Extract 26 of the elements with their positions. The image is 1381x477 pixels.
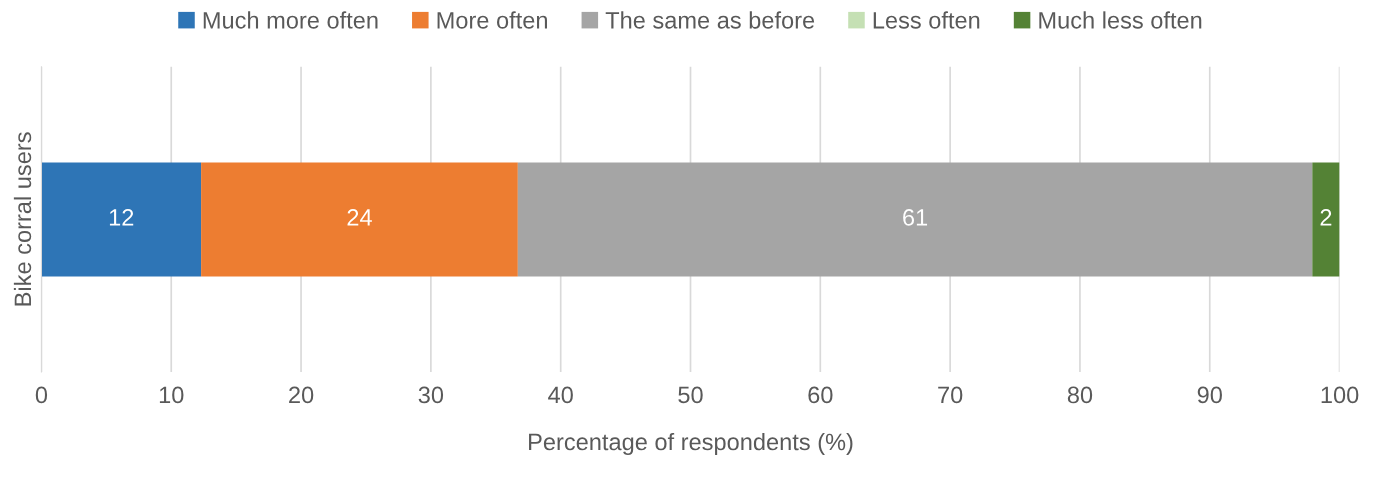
x-tick-label: 10 [159, 386, 184, 404]
x-tick-label: 0 [35, 386, 48, 404]
data-label: 12 [109, 209, 134, 226]
data-label: 2 [1320, 209, 1332, 226]
x-tick-label: 50 [678, 386, 703, 404]
legend-label: Less often [873, 11, 980, 29]
x-tick-label: 60 [808, 386, 833, 404]
x-tick-label: 80 [1067, 386, 1093, 404]
legend-label: Much less often [1039, 11, 1202, 29]
legend-label: More often [437, 11, 547, 29]
bar [201, 162, 518, 277]
x-tick-label: 70 [938, 386, 963, 404]
y-tick-label: Bike corral users [13, 132, 32, 306]
x-tick-label: 100 [1321, 386, 1359, 404]
bar [1312, 162, 1340, 277]
legend-label: Much more often [203, 11, 378, 29]
x-axis-title: Percentage of respondents (%) [529, 432, 853, 455]
data-label: 24 [347, 209, 372, 226]
x-tick-label: 20 [289, 386, 314, 404]
x-tick-label: 40 [548, 386, 573, 404]
data-label: 61 [903, 209, 928, 226]
legend-label: The same as before [605, 11, 815, 29]
x-tick-label: 30 [418, 386, 444, 404]
bar [41, 162, 202, 277]
x-tick-label: 90 [1197, 386, 1222, 404]
bar [517, 162, 1313, 277]
